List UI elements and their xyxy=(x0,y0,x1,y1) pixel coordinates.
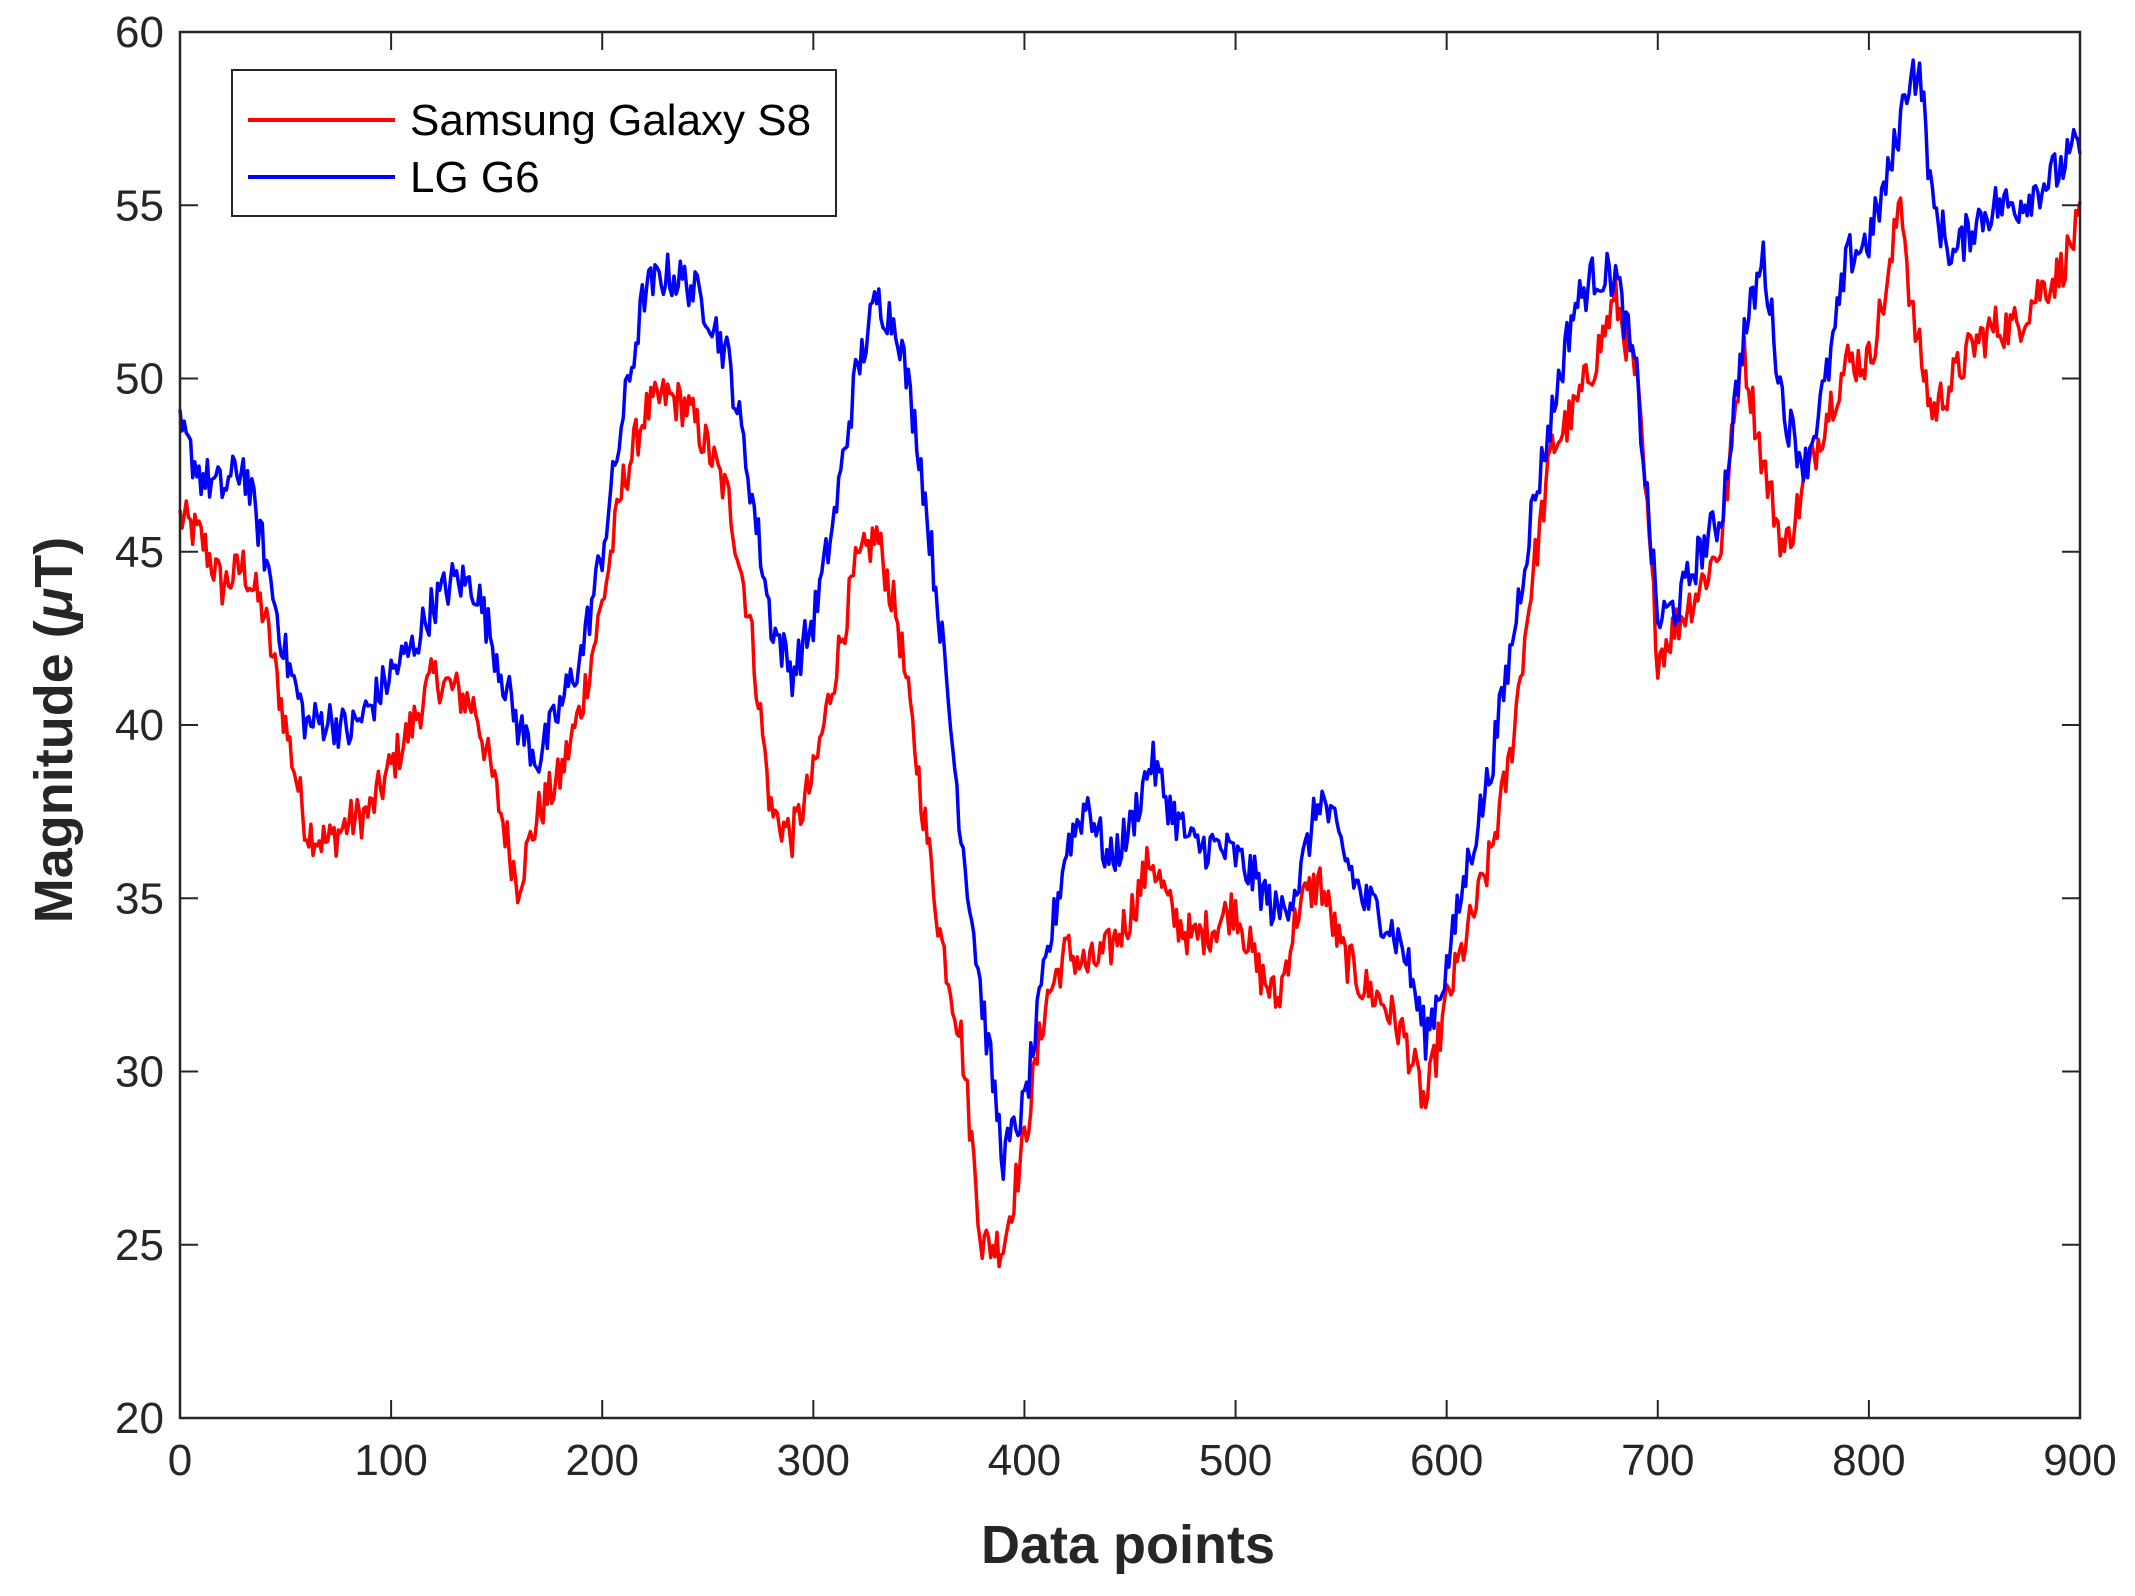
legend-box xyxy=(231,69,837,217)
axis-ticks: 0 100 200 300 400 500 600 700 800 900 20 25 30 35 40 45… xyxy=(115,8,2117,1485)
x-tick-label: 900 xyxy=(2043,1436,2116,1485)
y-tick-label: 30 xyxy=(115,1048,164,1097)
x-tick-label: 800 xyxy=(1832,1436,1905,1485)
series-layer xyxy=(178,58,2082,1269)
x-axis-title: Data points xyxy=(981,1515,1275,1575)
y-tick-label: 35 xyxy=(115,874,164,923)
x-tick-label: 700 xyxy=(1621,1436,1694,1485)
series-line-lg xyxy=(178,58,2082,1181)
x-tick-label: 200 xyxy=(566,1436,639,1485)
x-tick-label: 300 xyxy=(777,1436,850,1485)
x-tick-label: 400 xyxy=(988,1436,1061,1485)
x-tick-label: 100 xyxy=(354,1436,427,1485)
y-tick-label: 55 xyxy=(115,181,164,230)
x-tick-label: 600 xyxy=(1410,1436,1483,1485)
x-tick-label: 500 xyxy=(1199,1436,1272,1485)
y-tick-label: 60 xyxy=(115,8,164,57)
series-line-samsung xyxy=(178,196,2082,1269)
y-tick-label: 20 xyxy=(115,1394,164,1443)
y-axis-title: Magnitude (μT) xyxy=(24,537,84,924)
y-tick-label: 45 xyxy=(115,528,164,577)
legend-label-lg: LG G6 xyxy=(410,153,540,202)
y-tick-label: 25 xyxy=(115,1221,164,1270)
x-tick-label: 0 xyxy=(168,1436,192,1485)
y-tick-label: 40 xyxy=(115,701,164,750)
legend-label-samsung: Samsung Galaxy S8 xyxy=(410,96,811,145)
legend: Samsung Galaxy S8 LG G6 xyxy=(231,69,837,217)
y-tick-label: 50 xyxy=(115,355,164,404)
